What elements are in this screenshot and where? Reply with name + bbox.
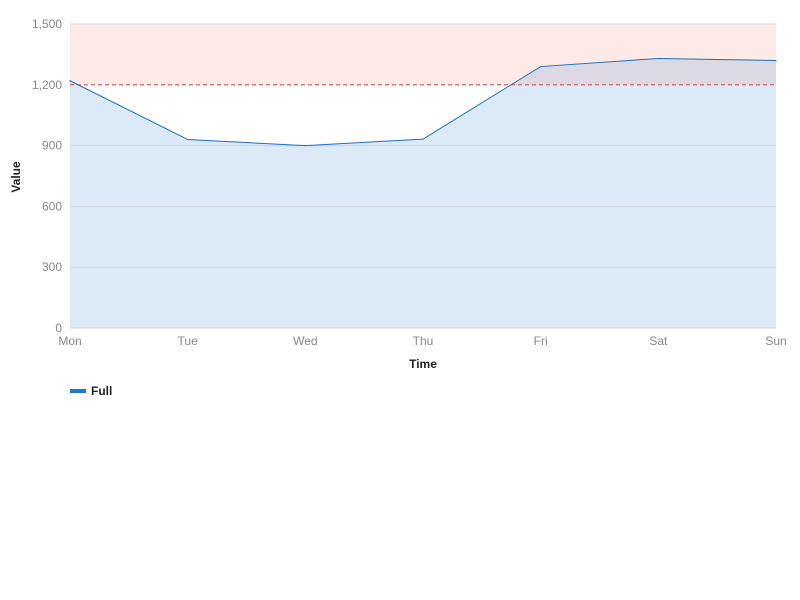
data-point-fri xyxy=(540,65,542,68)
y-tick-label: 1,500 xyxy=(32,17,62,31)
data-point-tue xyxy=(187,138,189,141)
y-tick-label: 300 xyxy=(42,260,62,274)
x-tick-label: Mon xyxy=(58,334,81,348)
area-layer xyxy=(70,58,776,328)
x-axis-ticks: Mon Tue Wed Thu Fri Sat Sun xyxy=(58,334,786,348)
y-tick-label: 600 xyxy=(42,199,62,213)
x-tick-label: Wed xyxy=(293,334,317,348)
y-axis-ticks: 0 300 600 900 1,200 1,500 xyxy=(32,17,62,335)
y-tick-label: 0 xyxy=(55,321,62,335)
legend[interactable]: Full xyxy=(70,384,112,398)
x-axis-title: Time xyxy=(409,357,437,371)
legend-swatch xyxy=(70,389,86,393)
gridlines xyxy=(70,23,776,329)
area-fill xyxy=(70,58,776,328)
x-tick-label: Sun xyxy=(765,334,786,348)
data-point-mon xyxy=(69,80,71,82)
series-layer xyxy=(69,57,777,147)
x-tick-label: Thu xyxy=(413,334,434,348)
data-point-sun xyxy=(775,59,777,62)
x-tick-label: Sat xyxy=(649,334,668,348)
y-axis-title: Value xyxy=(9,161,23,193)
area-above-threshold xyxy=(70,58,776,85)
data-point-thu xyxy=(422,138,424,140)
y-tick-label: 1,200 xyxy=(32,78,62,92)
legend-label: Full xyxy=(91,384,112,398)
data-point-sat xyxy=(657,57,659,60)
x-tick-label: Tue xyxy=(178,334,199,348)
data-point-wed xyxy=(304,145,306,147)
y-tick-label: 900 xyxy=(42,139,62,153)
x-tick-label: Fri xyxy=(534,334,548,348)
